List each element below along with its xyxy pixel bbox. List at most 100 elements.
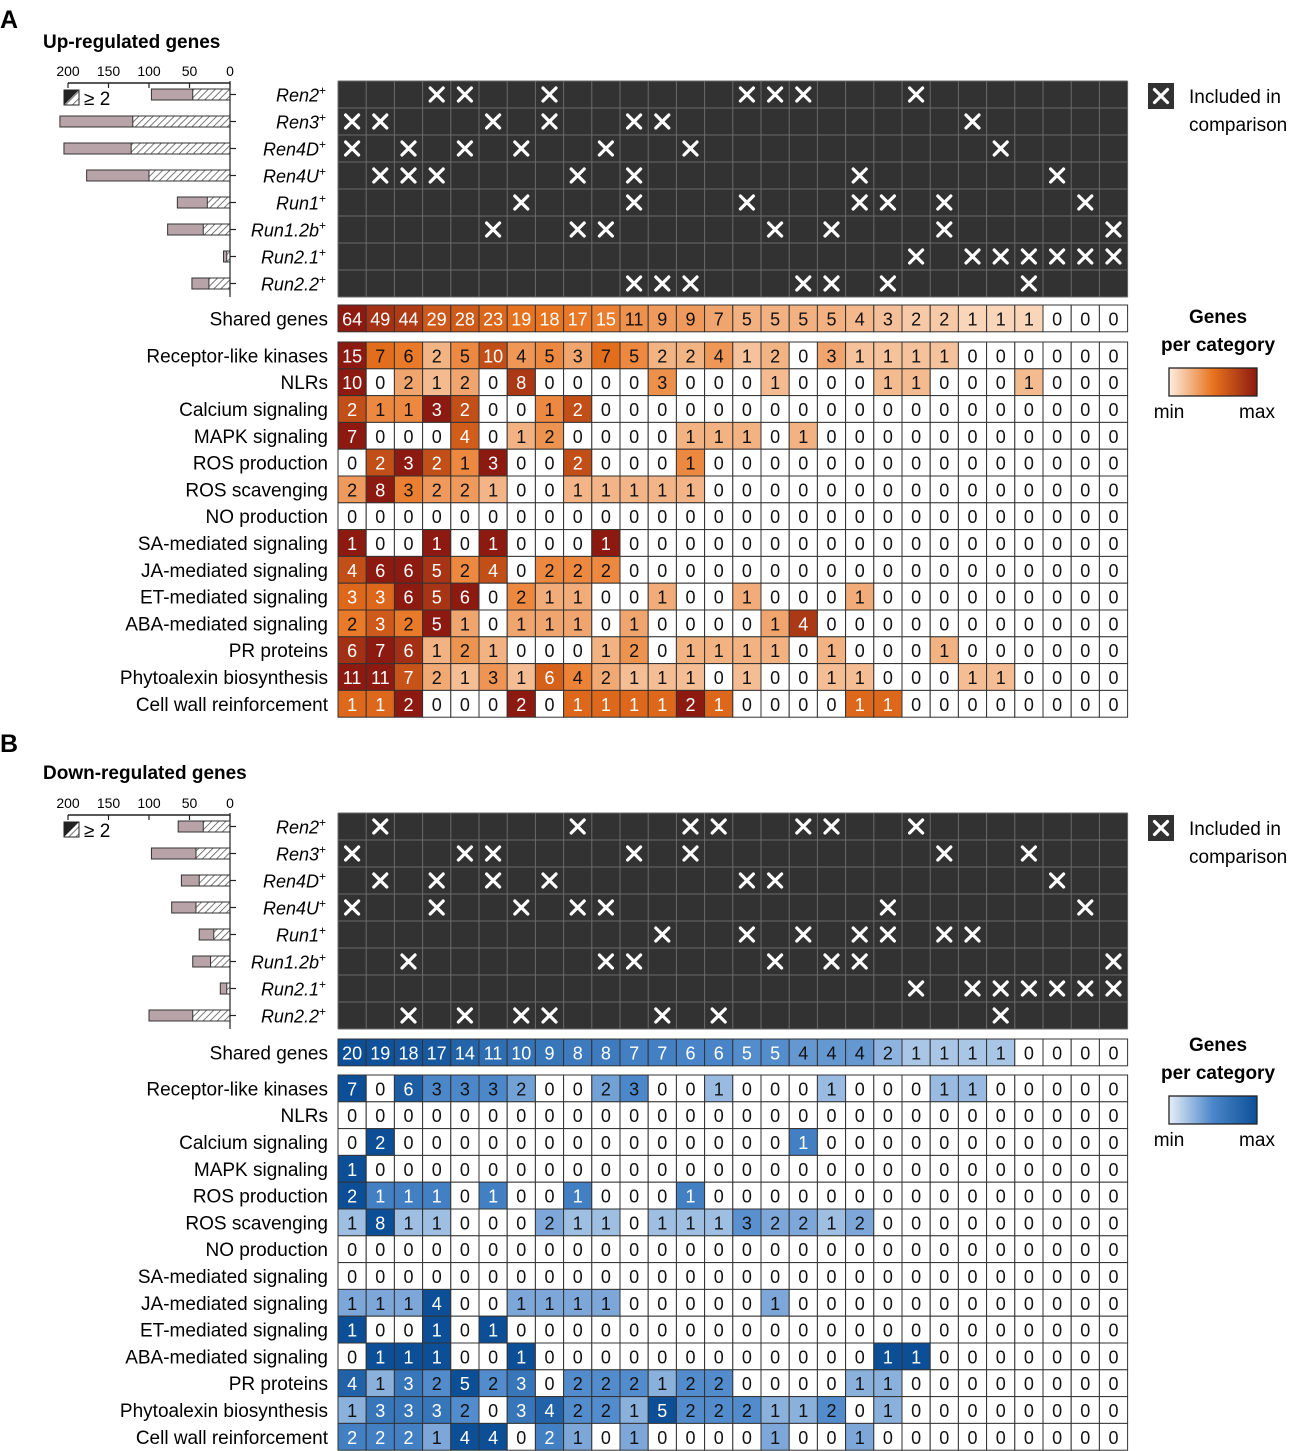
heatmap-cell-value: 0 bbox=[516, 480, 526, 500]
included-x-mark bbox=[682, 818, 699, 835]
heatmap-cell-value: 0 bbox=[939, 373, 949, 393]
heatmap-cell bbox=[450, 1101, 480, 1130]
heatmap-cell-value: 0 bbox=[967, 614, 977, 634]
heatmap-cell-value: 1 bbox=[657, 1213, 667, 1233]
genotype-name: Run2.1 bbox=[261, 248, 319, 268]
heatmap-cell-value: 0 bbox=[544, 1374, 554, 1394]
heatmap-cell-value: 0 bbox=[657, 561, 667, 581]
heatmap-cell-value: 0 bbox=[855, 480, 865, 500]
genotype-label: Run1.2b+ bbox=[251, 951, 326, 973]
heatmap-cell-value: 0 bbox=[826, 427, 836, 447]
shared-genes-value: 5 bbox=[826, 309, 836, 329]
included-x-mark bbox=[597, 953, 614, 970]
shared-genes-cell bbox=[845, 304, 875, 333]
included-x-mark bbox=[485, 845, 502, 862]
heatmap-cell-value: 0 bbox=[883, 1294, 893, 1314]
shared-genes-value: 4 bbox=[855, 309, 865, 329]
heatmap-cell-value: 0 bbox=[1052, 1079, 1062, 1099]
heatmap-cell bbox=[675, 1101, 706, 1130]
shared-genes-cell bbox=[732, 1038, 762, 1067]
heatmap-cell-value: 0 bbox=[939, 454, 949, 474]
shared-genes-value: 1 bbox=[1024, 309, 1034, 329]
shared-genes-cell bbox=[393, 1038, 424, 1067]
heatmap-cell-value: 0 bbox=[911, 614, 921, 634]
included-x-mark bbox=[823, 221, 840, 238]
heatmap-cell-value: 0 bbox=[798, 1079, 808, 1099]
heatmap-cell bbox=[422, 1262, 452, 1290]
heatmap-cell-value: 1 bbox=[403, 1347, 413, 1367]
heatmap-cell-value: 0 bbox=[1080, 1240, 1090, 1260]
genotype-name: Run1.2b bbox=[251, 953, 319, 973]
heatmap-cell-value: 3 bbox=[432, 400, 442, 420]
included-x-mark bbox=[485, 872, 502, 889]
heatmap-cell-value: 0 bbox=[1052, 534, 1062, 554]
heatmap-cell bbox=[986, 368, 1016, 397]
included-x-mark bbox=[344, 899, 361, 916]
heatmap-cell-value: 0 bbox=[347, 1106, 357, 1126]
heatmap-cell bbox=[1042, 341, 1072, 370]
heatmap-cell-value: 1 bbox=[488, 641, 498, 661]
heatmap-cell-value: 10 bbox=[342, 373, 362, 393]
heatmap-cell bbox=[901, 1369, 931, 1398]
heatmap-cell bbox=[816, 1422, 847, 1451]
heatmap-cell-value: 2 bbox=[601, 1374, 611, 1394]
included-x-mark bbox=[908, 980, 925, 997]
heatmap-cell-value: 0 bbox=[1108, 614, 1118, 634]
heatmap-cell-value: 4 bbox=[714, 346, 724, 366]
heatmap-cell bbox=[901, 421, 931, 450]
heatmap-cell bbox=[732, 1342, 762, 1371]
shared-genes-cell bbox=[337, 1038, 367, 1067]
heatmap-cell-value: 0 bbox=[770, 668, 780, 688]
heatmap-cell bbox=[788, 1235, 818, 1264]
category-label: Cell wall reinforcement bbox=[136, 1428, 329, 1449]
genotype-label: Ren4D+ bbox=[263, 870, 326, 892]
included-x-mark bbox=[795, 275, 812, 292]
category-label: Phytoalexin biosynthesis bbox=[120, 668, 328, 689]
category-label: ROS production bbox=[193, 1187, 328, 1208]
heatmap-cell-value: 0 bbox=[798, 346, 808, 366]
gene-count-bar-ge2 bbox=[213, 928, 231, 941]
heatmap-cell-value: 1 bbox=[601, 1213, 611, 1233]
heatmap-cell-value: 0 bbox=[967, 641, 977, 661]
heatmap-cell bbox=[506, 1315, 536, 1344]
category-label: SA-mediated signaling bbox=[138, 1267, 328, 1288]
heatmap-cell-value: 0 bbox=[573, 1079, 583, 1099]
heatmap-cell bbox=[647, 475, 677, 504]
heatmap-cell-value: 3 bbox=[403, 480, 413, 500]
color-legend-gradient bbox=[1168, 1095, 1258, 1125]
heatmap-cell bbox=[788, 636, 818, 665]
heatmap-cell-value: 0 bbox=[742, 1106, 752, 1126]
heatmap-cell-value: 0 bbox=[911, 588, 921, 608]
heatmap-cell bbox=[393, 1288, 424, 1317]
heatmap-cell-value: 1 bbox=[573, 480, 583, 500]
heatmap-cell bbox=[422, 1208, 452, 1237]
heatmap-cell-value: 1 bbox=[742, 427, 752, 447]
heatmap-cell-value: 0 bbox=[826, 1294, 836, 1314]
heatmap-cell bbox=[816, 1101, 847, 1130]
heatmap-cell bbox=[1014, 609, 1044, 638]
heatmap-cell-value: 3 bbox=[403, 454, 413, 474]
included-x-mark bbox=[851, 953, 868, 970]
heatmap-cell bbox=[957, 1181, 988, 1210]
heatmap-cell-value: 0 bbox=[1080, 668, 1090, 688]
heatmap-cell bbox=[957, 609, 988, 638]
heatmap-cell bbox=[816, 1181, 847, 1210]
heatmap-cell bbox=[365, 689, 395, 718]
category-label: Cell wall reinforcement bbox=[136, 695, 329, 716]
heatmap-cell-value: 0 bbox=[1080, 614, 1090, 634]
heatmap-cell-value: 0 bbox=[1080, 400, 1090, 420]
heatmap-cell bbox=[929, 689, 959, 718]
genotype-superscript: + bbox=[319, 1005, 326, 1019]
heatmap-cell bbox=[1014, 421, 1044, 450]
heatmap-cell bbox=[986, 395, 1016, 423]
heatmap-cell-value: 0 bbox=[685, 507, 695, 527]
heatmap-cell bbox=[675, 1396, 706, 1424]
heatmap-cell bbox=[647, 663, 677, 691]
heatmap-cell-value: 6 bbox=[403, 588, 413, 608]
heatmap-cell-value: 0 bbox=[629, 1267, 639, 1287]
heatmap-cell bbox=[929, 341, 959, 370]
heatmap-cell-value: 0 bbox=[601, 1240, 611, 1260]
heatmap-cell-value: 0 bbox=[855, 1294, 865, 1314]
heatmap-cell bbox=[337, 1288, 367, 1317]
heatmap-cell-value: 3 bbox=[403, 1374, 413, 1394]
